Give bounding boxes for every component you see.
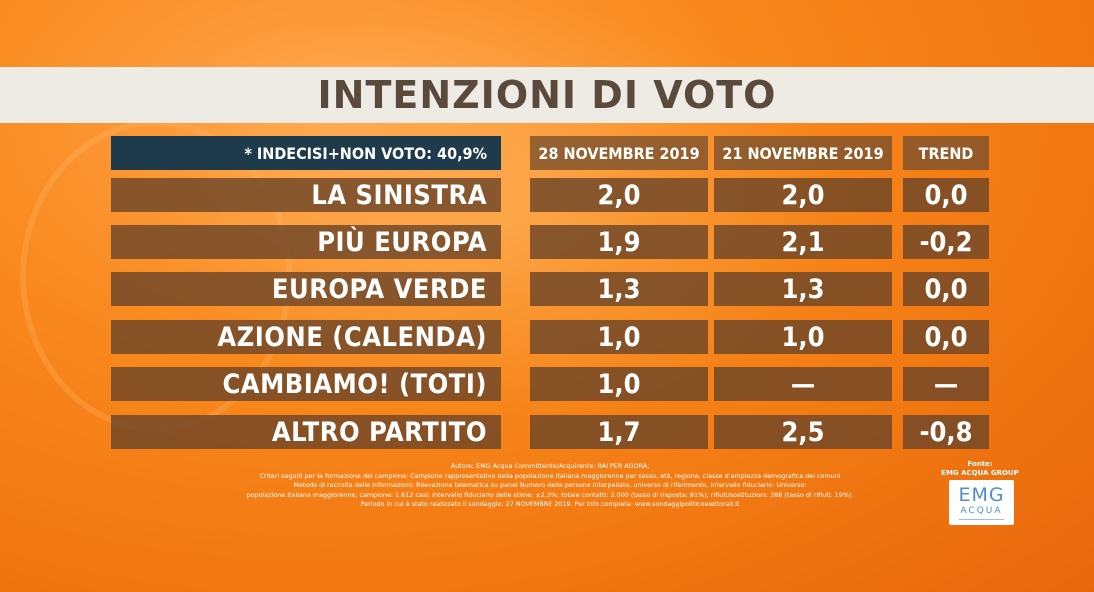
footer-line: Metodo di raccolta delle informazioni: R… [293, 481, 807, 490]
value-trend: — [903, 367, 989, 401]
emg-logo: EMG ACQUA [949, 480, 1014, 525]
logo-divider [959, 519, 1004, 520]
column-header-trend: TREND [903, 136, 989, 170]
page-title: INTENZIONI DI VOTO [317, 73, 777, 117]
value-date-1: 1,9 [530, 225, 708, 259]
column-header-date-1: 28 NOVEMBRE 2019 [530, 136, 708, 170]
source-name: EMG ACQUA GROUP [941, 469, 1019, 477]
value-trend: 0,0 [903, 178, 989, 212]
footer-line: popolazione italiana maggiorenne; campio… [246, 490, 854, 499]
party-name: LA SINISTRA [111, 178, 501, 212]
party-name: AZIONE (CALENDA) [111, 320, 501, 354]
party-name: CAMBIAMO! (TOTI) [111, 367, 501, 401]
party-name: PIÙ EUROPA [111, 225, 501, 259]
value-date-1: 2,0 [530, 178, 708, 212]
value-date-1: 1,0 [530, 320, 708, 354]
logo-sub-text: ACQUA [960, 506, 1003, 516]
column-header-date-2: 21 NOVEMBRE 2019 [714, 136, 892, 170]
value-trend: 0,0 [903, 272, 989, 306]
value-trend: -0,8 [903, 415, 989, 449]
value-date-2: 1,3 [714, 272, 892, 306]
value-date-2: 1,0 [714, 320, 892, 354]
logo-main-text: EMG [958, 484, 1005, 506]
source-credit: Fonte: EMG ACQUA GROUP [935, 460, 1025, 478]
methodology-note: Autore: EMG Acqua Committente/Acquirente… [215, 462, 885, 510]
party-name: ALTRO PARTITO [111, 415, 501, 449]
value-date-2: 2,0 [714, 178, 892, 212]
undecided-box: * INDECISI+NON VOTO: 40,9% [111, 136, 501, 170]
source-label: Fonte: [967, 460, 993, 468]
party-name: EUROPA VERDE [111, 272, 501, 306]
value-date-2: 2,5 [714, 415, 892, 449]
footer-line: Periodo in cui è stato realizzato il son… [360, 500, 740, 509]
value-date-1: 1,0 [530, 367, 708, 401]
value-trend: -0,2 [903, 225, 989, 259]
footer-line: Criteri seguiti per la formazione del ca… [259, 471, 841, 480]
footer-line: Autore: EMG Acqua Committente/Acquirente… [450, 462, 650, 470]
value-date-2: 2,1 [714, 225, 892, 259]
value-date-1: 1,7 [530, 415, 708, 449]
value-date-1: 1,3 [530, 272, 708, 306]
value-trend: 0,0 [903, 320, 989, 354]
title-band: INTENZIONI DI VOTO [0, 67, 1094, 123]
value-date-2: — [714, 367, 892, 401]
